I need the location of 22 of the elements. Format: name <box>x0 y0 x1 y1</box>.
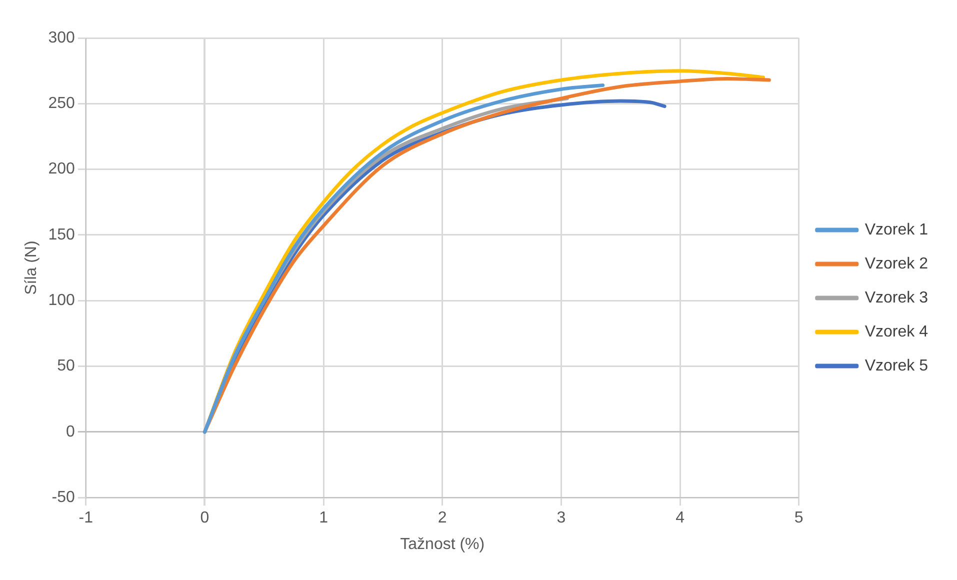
y-tick-label: 150 <box>48 226 75 244</box>
y-tick-label: 250 <box>48 95 75 112</box>
y-tick-label: 300 <box>48 29 75 46</box>
legend-label: Vzorek 5 <box>864 357 928 374</box>
x-tick-label: -1 <box>78 510 94 527</box>
legend-label: Vzorek 2 <box>864 255 928 272</box>
y-tick-label: 100 <box>48 292 75 310</box>
legend-label: Vzorek 3 <box>864 289 928 306</box>
x-tick-label: 2 <box>438 510 447 527</box>
y-tick-label: -50 <box>52 489 75 506</box>
y-axis-title: Síla (N) <box>23 240 40 295</box>
y-tick-label: 200 <box>48 160 75 178</box>
x-tick-label: 0 <box>200 510 210 527</box>
x-tick-label: 1 <box>319 510 328 527</box>
x-tick-label: 5 <box>794 510 804 527</box>
legend-label: Vzorek 1 <box>864 221 928 238</box>
x-tick-label: 3 <box>556 510 566 527</box>
x-tick-label: 4 <box>676 510 685 527</box>
x-axis-title: Tažnost (%) <box>400 536 485 553</box>
y-tick-label: 0 <box>66 423 75 440</box>
legend-label: Vzorek 4 <box>864 323 928 340</box>
y-tick-label: 50 <box>57 358 75 375</box>
